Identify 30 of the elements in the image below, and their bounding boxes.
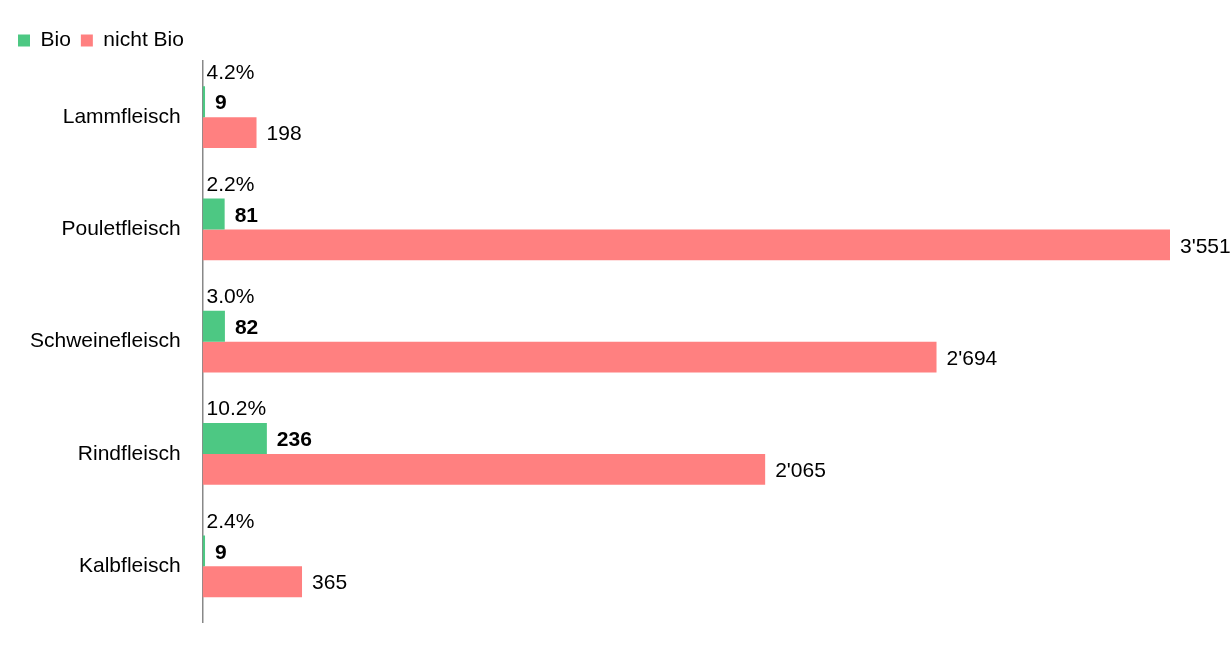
data-label: 2'694	[946, 345, 998, 369]
bar	[202, 341, 937, 373]
y-tick-label: Rindfleisch	[77, 440, 181, 464]
annotation: 2.2%	[206, 171, 255, 195]
legend-label: nicht Bio	[103, 27, 184, 51]
data-label: 81	[234, 202, 259, 226]
annotation: 4.2%	[206, 59, 255, 83]
bar	[202, 566, 303, 598]
bar	[202, 117, 257, 149]
data-label: 9	[215, 539, 227, 563]
data-label: 9	[215, 90, 227, 114]
bar	[202, 229, 1170, 261]
bar	[202, 453, 766, 485]
data-label: 198	[266, 121, 302, 145]
data-label: 3'551	[1180, 233, 1231, 257]
data-label: 365	[312, 570, 348, 594]
y-tick-label: Kalbfleisch	[79, 553, 181, 577]
data-label: 2'065	[775, 458, 826, 482]
annotation: 3.0%	[206, 284, 255, 308]
legend-label: Bio	[40, 27, 71, 51]
y-tick-label: Schweinefleisch	[29, 328, 181, 352]
y-tick-label: Lammfleisch	[62, 103, 181, 127]
annotation: 2.4%	[206, 508, 255, 532]
y-tick-label: Pouletfleisch	[61, 216, 181, 240]
bar	[202, 198, 225, 230]
bar	[202, 423, 267, 454]
bar	[202, 310, 225, 342]
data-label: 82	[234, 315, 259, 339]
data-label: 236	[276, 427, 312, 451]
annotation: 10.2%	[206, 396, 267, 420]
